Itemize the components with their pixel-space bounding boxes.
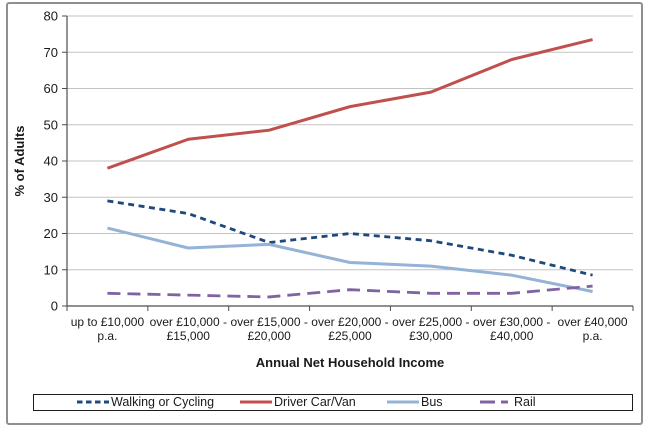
y-axis-title: % of Adults (12, 125, 27, 196)
x-axis-title: Annual Net Household Income (256, 355, 445, 370)
x-axis-category-label: over £15,000 -£20,000 (230, 315, 307, 343)
y-axis-tick-labels: 0 10 20 30 40 50 60 70 80 (44, 9, 58, 314)
x-axis-category-label: over £20,000 -£25,000 (311, 315, 388, 343)
y-axis-tick-label: 80 (44, 9, 58, 24)
legend-item-driver-car-van: Driver Car/Van (239, 395, 356, 409)
legend-line-sample-bus (387, 400, 419, 404)
legend: Walking or Cycling Driver Car/Van Bus Rail (33, 394, 633, 411)
series-line-rail (107, 284, 593, 299)
legend-label: Rail (514, 395, 536, 409)
y-axis-tick-label: 60 (44, 81, 58, 96)
x-axis-category-label: up to £10,000 p.a. (71, 315, 145, 343)
legend-item-rail: Rail (479, 395, 536, 409)
y-axis-tick-label: 50 (44, 117, 58, 132)
gridlines (67, 15, 633, 271)
x-axis-category-label: over £25,000 -£30,000 (392, 315, 469, 343)
y-axis-tick-label: 10 (44, 262, 58, 277)
legend-line-sample-walking-or-cycling (77, 400, 109, 404)
series-line-driver-car-van (106, 38, 593, 170)
y-axis-tick-label: 0 (51, 299, 58, 314)
y-axis-tick-label: 20 (44, 226, 58, 241)
legend-label: Bus (421, 395, 443, 409)
legend-label: Driver Car/Van (274, 395, 356, 409)
chart-frame (6, 2, 643, 425)
x-axis-category-label: over £10,000 -£15,000 (150, 315, 227, 343)
legend-label: Walking or Cycling (111, 395, 215, 409)
legend-line-sample-rail (480, 400, 512, 404)
legend-line-sample-driver-car-van (240, 400, 272, 404)
x-axis-category-labels: up to £10,000 p.a.over £10,000 -£15,000ov… (71, 315, 628, 343)
series-lines (106, 38, 593, 299)
y-axis-tick-label: 30 (44, 190, 58, 205)
y-axis-tick-label: 40 (44, 154, 58, 169)
axis-ticks (62, 15, 634, 311)
x-axis-category-label: over £40,000 p.a. (558, 315, 628, 343)
series-line-bus (107, 226, 593, 293)
series-line-walking-or-cycling (107, 199, 593, 277)
y-axis-tick-label: 70 (44, 45, 58, 60)
legend-item-walking-or-cycling: Walking or Cycling (76, 395, 214, 409)
legend-item-bus: Bus (386, 395, 443, 409)
x-axis-category-label: over £30,000 -£40,000 (473, 315, 550, 343)
